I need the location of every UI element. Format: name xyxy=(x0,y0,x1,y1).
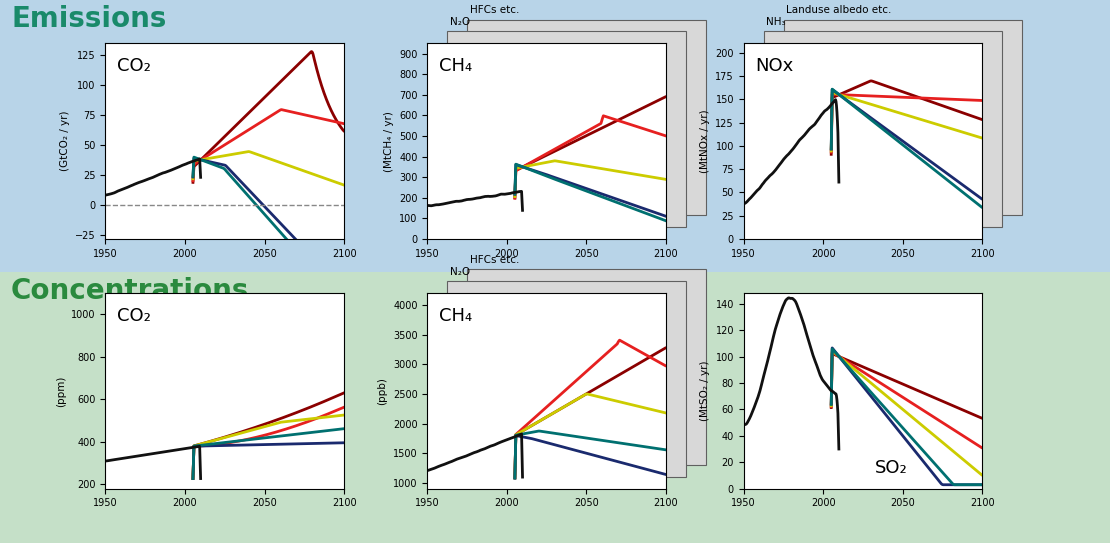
Y-axis label: (ppb): (ppb) xyxy=(377,377,387,405)
Text: N₂O: N₂O xyxy=(450,267,470,277)
Y-axis label: (MtNOx / yr): (MtNOx / yr) xyxy=(699,109,709,173)
Text: SO₂: SO₂ xyxy=(875,459,908,477)
Text: CH₄: CH₄ xyxy=(440,307,473,325)
Text: CO₂: CO₂ xyxy=(118,307,151,325)
Text: Concentrations: Concentrations xyxy=(11,277,250,305)
Text: HFCs etc.: HFCs etc. xyxy=(470,5,518,15)
Text: HFCs etc.: HFCs etc. xyxy=(470,255,518,265)
Y-axis label: (GtCO₂ / yr): (GtCO₂ / yr) xyxy=(60,111,70,172)
Text: N₂O: N₂O xyxy=(450,17,470,27)
Text: NH₃: NH₃ xyxy=(766,17,786,27)
Text: Emissions: Emissions xyxy=(11,5,166,34)
Text: NOx: NOx xyxy=(756,57,794,75)
Y-axis label: (ppm): (ppm) xyxy=(56,375,65,407)
Text: Landuse albedo etc.: Landuse albedo etc. xyxy=(786,5,891,15)
Y-axis label: (MtCH₄ / yr): (MtCH₄ / yr) xyxy=(384,111,394,172)
Text: CO₂: CO₂ xyxy=(118,57,151,75)
Y-axis label: (MtSO₂ / yr): (MtSO₂ / yr) xyxy=(700,361,710,421)
Text: CH₄: CH₄ xyxy=(440,57,473,75)
